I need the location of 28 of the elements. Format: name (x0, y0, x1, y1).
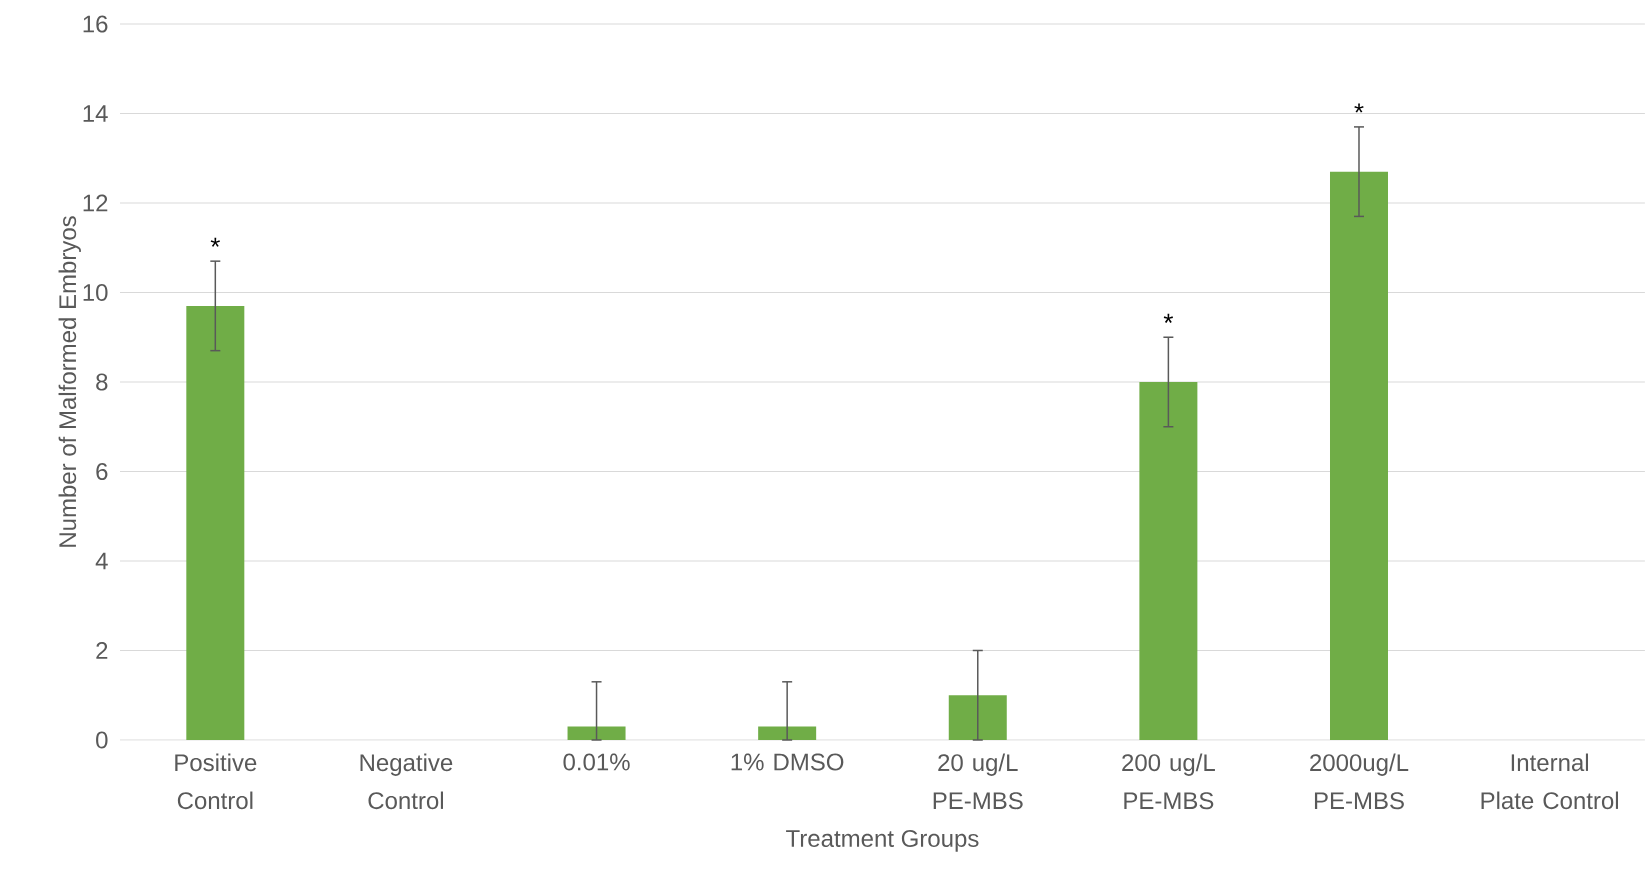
x-axis-title: Treatment Groups (786, 830, 979, 852)
x-tick-label: Negative Control (360, 753, 453, 810)
x-tick-label: 0.01% (563, 753, 630, 771)
y-tick-label: 6 (96, 463, 108, 480)
bar (186, 305, 245, 740)
y-tick-label: 14 (83, 105, 108, 122)
bar (1139, 381, 1198, 740)
y-tick-label: 8 (96, 373, 108, 391)
y-tick-label: 4 (95, 552, 108, 570)
x-tick-label: Internal Plate Control (1481, 753, 1619, 810)
bar (1330, 171, 1388, 740)
x-tick-label: 1% DMSO (731, 753, 844, 771)
y-tick-label: 2 (96, 642, 108, 659)
y-tick-label: 0 (96, 731, 108, 749)
y-tick-label: 10 (83, 284, 108, 301)
x-tick-label: 200 ug/L PE-MBS (1122, 753, 1215, 810)
y-axis-title: Number of Malformed Embryos (58, 216, 81, 547)
x-tick-label: 20 ug/L PE-MBS (933, 753, 1023, 810)
annotation: * (1354, 103, 1364, 113)
bar (567, 726, 626, 740)
bar (948, 695, 1007, 740)
annotation: * (1163, 313, 1174, 323)
x-tick-label: 2000ug/L PE-MBS (1310, 753, 1409, 810)
bar (758, 726, 817, 740)
y-tick-label: 12 (83, 194, 108, 212)
y-tick-label: 16 (83, 15, 108, 33)
annotation: * (210, 237, 220, 247)
x-tick-label: Positive Control (175, 753, 257, 810)
